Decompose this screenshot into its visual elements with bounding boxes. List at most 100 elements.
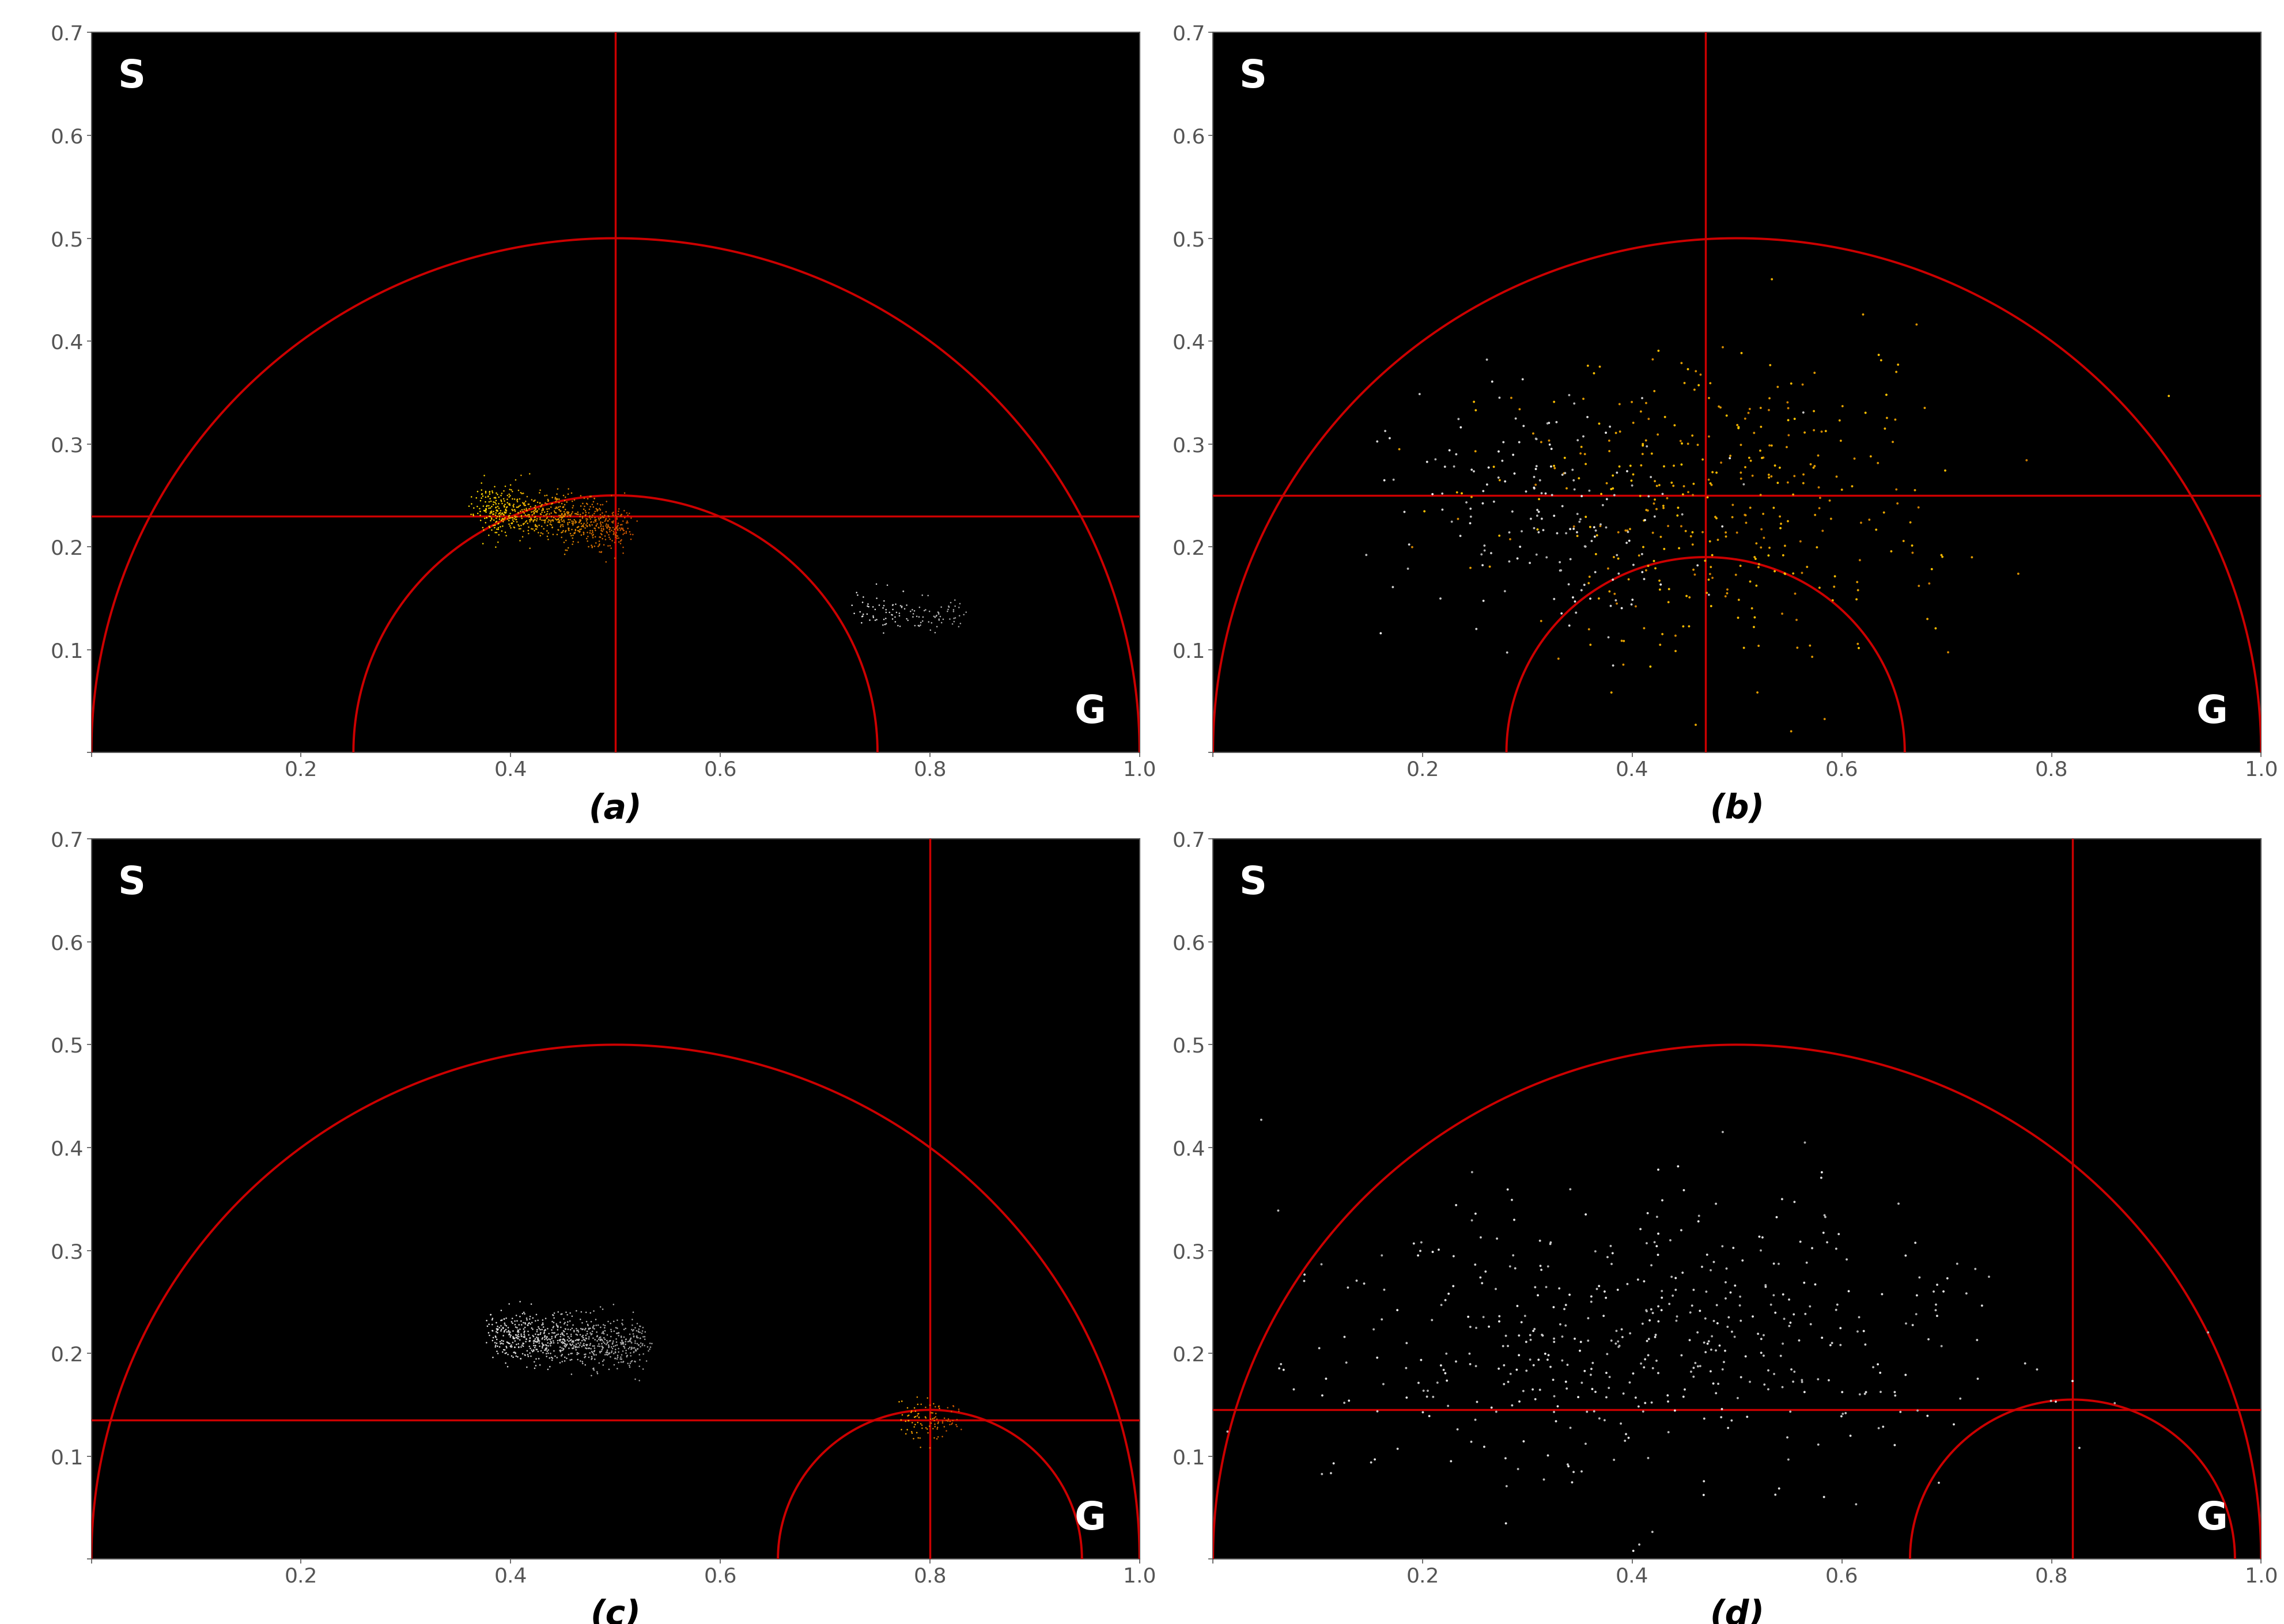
Point [530, 1327, 566, 1353]
Point [1734, 463, 1770, 489]
Point [530, 500, 566, 526]
Point [608, 518, 644, 544]
Point [1345, 1270, 1382, 1296]
Point [512, 502, 548, 528]
Point [1590, 624, 1626, 650]
Point [1261, 1356, 1297, 1382]
Point [916, 1405, 952, 1431]
Point [555, 1335, 592, 1361]
Point [927, 1418, 964, 1444]
Point [505, 1330, 541, 1356]
Point [1594, 476, 1631, 502]
Point [523, 500, 560, 526]
Point [459, 500, 496, 526]
Point [486, 497, 523, 523]
Point [1829, 1247, 1866, 1273]
Point [505, 518, 541, 544]
Point [480, 490, 516, 516]
Point [484, 1327, 521, 1353]
Point [596, 518, 633, 544]
Point [1704, 1119, 1740, 1145]
Point [514, 1309, 550, 1335]
Point [904, 583, 941, 609]
Point [1638, 1233, 1674, 1259]
Point [557, 510, 594, 536]
Point [1877, 476, 1914, 502]
Point [548, 489, 585, 515]
Point [904, 1415, 941, 1440]
Point [544, 520, 580, 546]
Point [1606, 1380, 1642, 1406]
Point [1676, 562, 1713, 588]
Point [1638, 1203, 1674, 1229]
Point [1779, 635, 1816, 661]
Point [1316, 1450, 1352, 1476]
Point [1603, 1324, 1640, 1350]
Point [544, 1301, 580, 1327]
Point [537, 1320, 573, 1346]
Point [516, 492, 553, 518]
Point [1453, 456, 1489, 482]
Point [541, 516, 578, 542]
Point [1660, 1153, 1697, 1179]
Point [523, 1338, 560, 1364]
Point [2001, 560, 2037, 586]
Point [502, 1317, 539, 1343]
Point [486, 497, 523, 523]
Point [484, 489, 521, 515]
Point [578, 495, 614, 521]
Point [1562, 577, 1599, 603]
Point [596, 1291, 633, 1317]
Point [596, 1333, 633, 1359]
Point [489, 494, 525, 520]
Point [603, 1324, 640, 1350]
Point [854, 594, 891, 620]
Point [598, 507, 635, 533]
Point [1756, 1481, 1793, 1507]
Point [500, 494, 537, 520]
Point [1462, 1265, 1498, 1291]
Point [614, 1335, 651, 1361]
Point [612, 1327, 649, 1353]
Point [1747, 1372, 1784, 1398]
Point [553, 1322, 589, 1348]
Point [594, 515, 630, 541]
Point [564, 1315, 601, 1341]
Point [1766, 1306, 1802, 1332]
Point [537, 484, 573, 510]
Point [569, 510, 605, 536]
Point [509, 518, 546, 544]
Point [516, 1328, 553, 1354]
Point [1475, 489, 1512, 515]
Point [628, 1348, 665, 1374]
Point [493, 1333, 530, 1359]
Point [936, 604, 973, 630]
Point [2033, 1389, 2069, 1415]
Point [1752, 1291, 1788, 1317]
Point [1427, 1341, 1464, 1367]
Point [557, 520, 594, 546]
Point [475, 492, 512, 518]
Point [1640, 422, 1676, 448]
Point [555, 1333, 592, 1359]
Point [530, 495, 566, 521]
Point [507, 1327, 544, 1353]
Point [498, 1340, 534, 1366]
Point [1414, 1384, 1450, 1410]
Point [1549, 520, 1585, 546]
Point [934, 611, 971, 637]
Point [1884, 528, 1921, 554]
Point [539, 507, 576, 533]
Point [480, 499, 516, 525]
Point [914, 1410, 950, 1436]
Point [893, 1419, 930, 1445]
Point [516, 505, 553, 531]
Point [1466, 1259, 1503, 1285]
Point [1594, 567, 1631, 593]
Point [587, 1341, 624, 1367]
Point [523, 1335, 560, 1361]
Point [621, 1346, 658, 1372]
Point [550, 499, 587, 525]
Point [1359, 1345, 1396, 1371]
Point [626, 1356, 662, 1382]
